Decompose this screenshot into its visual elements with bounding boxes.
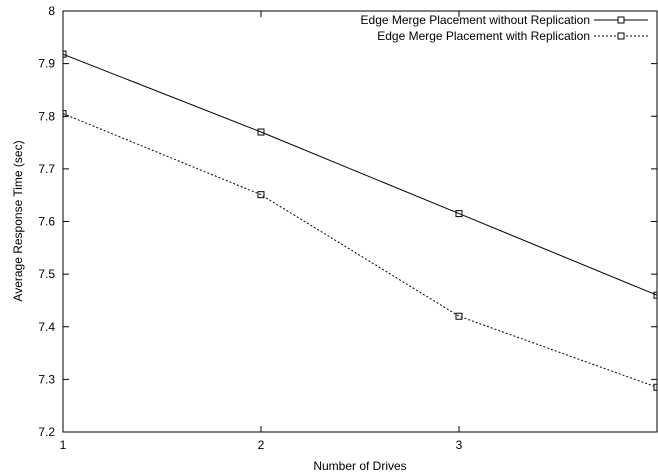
series-1-marker	[455, 210, 463, 218]
legend-marker-2	[617, 32, 625, 40]
y-tick-label: 8	[48, 4, 55, 18]
plot-frame	[62, 10, 658, 433]
axis-ticks: 7.2 7.3 7.4 7.5 7.6 7.7 7.8 7.9 8 1 2 3	[38, 4, 657, 452]
y-tick-label: 7.3	[38, 372, 55, 386]
x-tick-label: 1	[60, 438, 67, 452]
legend-label-2: Edge Merge Placement with Replication	[377, 29, 590, 43]
series-2-marker	[63, 110, 67, 118]
y-tick-label: 7.4	[38, 320, 55, 334]
legend-label-1: Edge Merge Placement without Replication	[361, 13, 590, 27]
series-line-2	[63, 113, 657, 388]
series-1-marker	[63, 50, 67, 58]
series-1-marker	[653, 291, 657, 299]
y-tick-label: 7.9	[38, 57, 55, 71]
series-2-marker	[257, 191, 265, 199]
x-tick-label: 3	[456, 438, 463, 452]
y-tick-label: 7.2	[38, 425, 55, 439]
y-tick-label: 7.7	[38, 162, 55, 176]
y-tick-label: 7.5	[38, 267, 55, 281]
series-1-marker	[257, 128, 265, 136]
series-2-marker	[653, 383, 657, 391]
legend-marker-1	[617, 16, 625, 24]
x-tick-label: 2	[258, 438, 265, 452]
x-axis-label: Number of Drives	[313, 459, 406, 473]
y-tick-label: 7.6	[38, 215, 55, 229]
series-layer	[63, 50, 657, 391]
legend: Edge Merge Placement without Replication…	[361, 13, 648, 43]
y-axis-label: Average Response Time (sec)	[11, 140, 25, 301]
series-2-marker	[455, 312, 463, 320]
y-tick-label: 7.8	[38, 109, 55, 123]
series-line-1	[63, 53, 657, 296]
